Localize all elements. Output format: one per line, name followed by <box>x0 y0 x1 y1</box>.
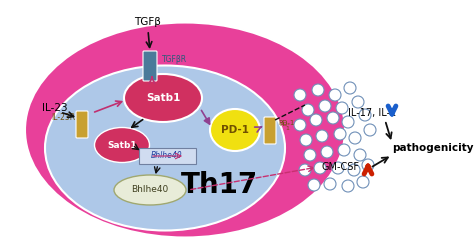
Circle shape <box>294 119 306 131</box>
Circle shape <box>354 149 366 161</box>
Circle shape <box>308 179 320 191</box>
Circle shape <box>299 164 311 176</box>
Text: PD-: PD- <box>279 122 290 127</box>
Circle shape <box>300 134 312 146</box>
Circle shape <box>304 149 316 161</box>
FancyBboxPatch shape <box>264 117 276 144</box>
Circle shape <box>329 89 341 101</box>
Circle shape <box>327 112 339 124</box>
Circle shape <box>338 144 350 156</box>
Circle shape <box>349 132 361 144</box>
Ellipse shape <box>124 74 202 122</box>
Circle shape <box>357 176 369 188</box>
Circle shape <box>294 89 306 101</box>
Text: pathogenicity: pathogenicity <box>392 143 474 153</box>
Circle shape <box>362 159 374 171</box>
Text: 1: 1 <box>285 126 289 131</box>
Circle shape <box>342 116 354 128</box>
FancyBboxPatch shape <box>139 148 196 164</box>
Ellipse shape <box>94 128 149 163</box>
Circle shape <box>310 114 322 126</box>
Text: IL-17, IL-2: IL-17, IL-2 <box>348 108 396 118</box>
FancyBboxPatch shape <box>76 111 88 138</box>
Ellipse shape <box>25 23 345 238</box>
Ellipse shape <box>114 175 186 205</box>
Text: IL-23R: IL-23R <box>51 114 75 123</box>
Text: PD-1: PD-1 <box>278 120 294 126</box>
Circle shape <box>316 130 328 142</box>
Ellipse shape <box>210 109 260 151</box>
Text: Satb1: Satb1 <box>146 93 180 103</box>
Text: Bhlhe40: Bhlhe40 <box>131 185 169 194</box>
Text: TGFβ: TGFβ <box>135 17 162 27</box>
Text: Bhlhe40: Bhlhe40 <box>151 152 183 160</box>
Circle shape <box>359 109 371 121</box>
Circle shape <box>321 146 333 158</box>
Text: PD-1: PD-1 <box>221 125 249 135</box>
Circle shape <box>314 162 326 174</box>
Circle shape <box>324 178 336 190</box>
Circle shape <box>332 162 344 174</box>
Circle shape <box>352 96 364 108</box>
Circle shape <box>319 100 331 112</box>
Text: Th17: Th17 <box>182 171 259 199</box>
FancyBboxPatch shape <box>143 51 157 81</box>
Text: GM-CSF: GM-CSF <box>322 162 360 172</box>
Circle shape <box>342 180 354 192</box>
Circle shape <box>336 102 348 114</box>
Circle shape <box>348 164 360 176</box>
Text: IL-23: IL-23 <box>42 103 68 113</box>
Circle shape <box>302 104 314 116</box>
Circle shape <box>364 124 376 136</box>
Circle shape <box>344 82 356 94</box>
Ellipse shape <box>45 65 285 230</box>
Text: Satb1: Satb1 <box>107 140 137 149</box>
Circle shape <box>312 84 324 96</box>
Text: TGFβR: TGFβR <box>162 55 187 64</box>
Circle shape <box>334 128 346 140</box>
